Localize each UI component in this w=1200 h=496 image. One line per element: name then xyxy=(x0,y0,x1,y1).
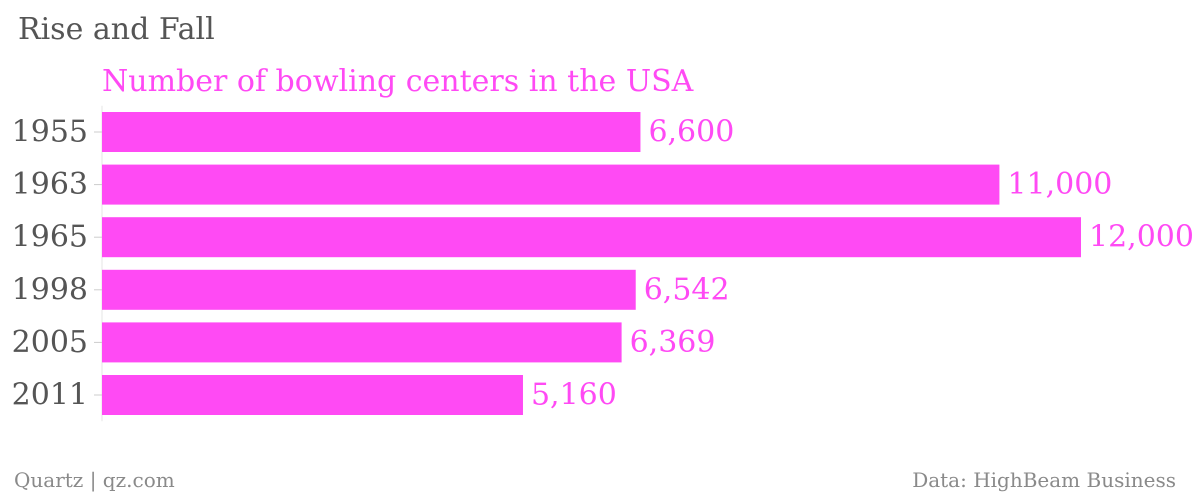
bar xyxy=(102,112,641,152)
y-tick-label: 2011 xyxy=(12,378,88,413)
bar xyxy=(102,375,523,415)
bar xyxy=(102,322,622,363)
bar xyxy=(102,164,1000,205)
value-label: 5,160 xyxy=(531,378,617,413)
y-tick-label: 1965 xyxy=(12,220,88,255)
y-axis: 1955 1963 1965 1998 2005 2011 xyxy=(12,105,103,422)
data-credit: Data: HighBeam Business xyxy=(912,468,1176,492)
chart-title: Rise and Fall xyxy=(18,12,215,47)
value-label: 6,600 xyxy=(648,115,734,150)
y-tick-label: 2005 xyxy=(12,325,88,360)
bar xyxy=(102,269,636,310)
bars xyxy=(102,112,1081,415)
bar-chart: 1955 1963 1965 1998 2005 2011 6,600 11,000 12,0… xyxy=(12,105,1194,422)
series-label: Number of bowling centers in the USA xyxy=(102,64,694,99)
value-label: 11,000 xyxy=(1007,167,1112,202)
bar xyxy=(102,217,1081,258)
value-label: 12,000 xyxy=(1089,220,1194,255)
value-labels: 6,600 11,000 12,000 6,542 6,369 5,160 xyxy=(531,115,1194,413)
value-label: 6,369 xyxy=(630,325,716,360)
y-tick-label: 1955 xyxy=(12,115,88,150)
y-tick-label: 1998 xyxy=(12,272,88,307)
y-tick-label: 1963 xyxy=(12,167,88,202)
value-label: 6,542 xyxy=(644,272,730,307)
source-credit: Quartz | qz.com xyxy=(14,468,175,492)
